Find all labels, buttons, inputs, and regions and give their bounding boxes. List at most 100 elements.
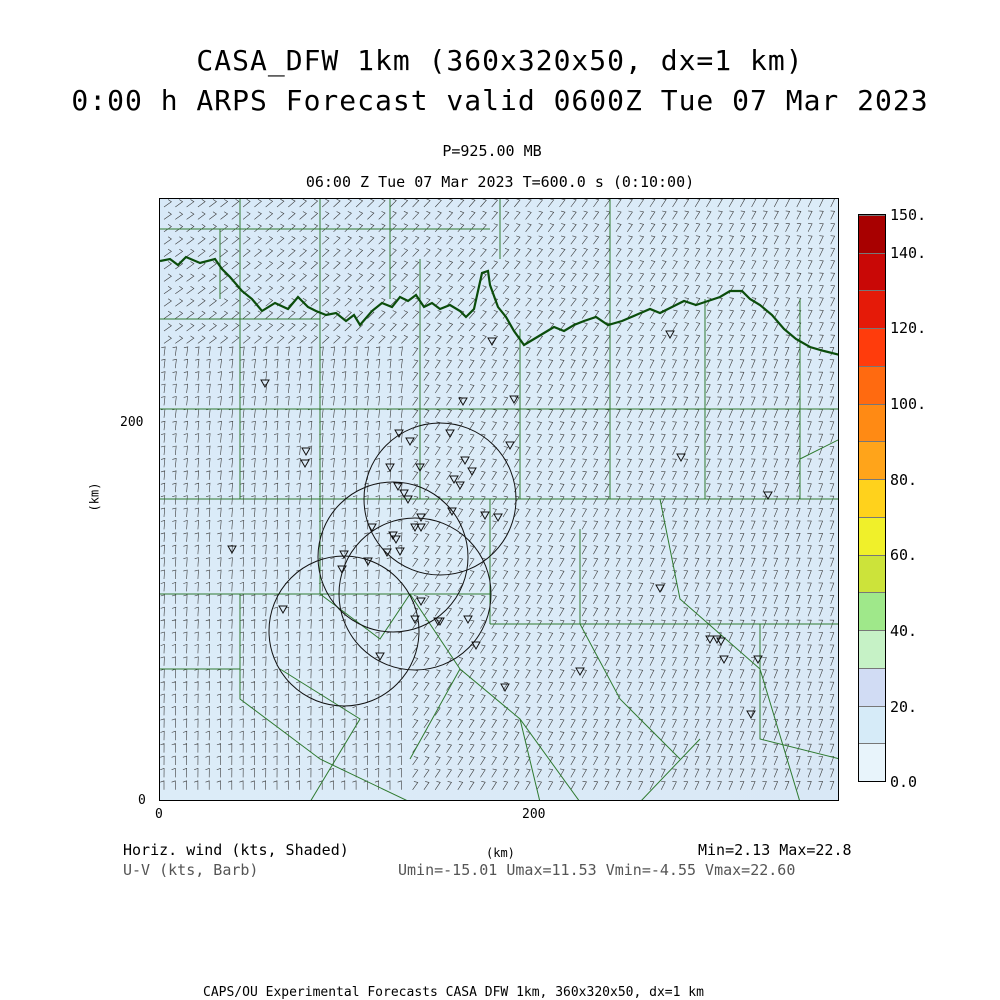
colorbar-segment <box>859 365 885 404</box>
station-marker <box>487 337 497 347</box>
station-marker <box>505 441 515 451</box>
station-marker <box>449 475 459 485</box>
station-marker <box>467 467 477 477</box>
county-line <box>659 498 800 800</box>
station-marker <box>655 584 665 594</box>
station-marker <box>575 667 585 677</box>
colorbar-label: 0.0 <box>890 773 918 791</box>
y-axis-label: (km) <box>87 482 102 512</box>
station-marker <box>278 605 288 615</box>
colorbar-label: 40. <box>890 622 918 640</box>
station-marker <box>509 395 519 405</box>
legend-barb: U-V (kts, Barb) <box>123 861 259 879</box>
colorbar-label: 100. <box>890 395 927 413</box>
radar-range-ring <box>338 517 492 671</box>
colorbar-segment <box>859 554 885 593</box>
station-marker <box>716 637 726 647</box>
radar-rings <box>268 422 517 707</box>
station-marker <box>410 523 420 533</box>
station-marker <box>382 548 392 558</box>
station-marker <box>480 511 490 521</box>
station-marker <box>416 523 426 533</box>
colorbar-label: 60. <box>890 546 918 564</box>
colorbar <box>858 214 886 782</box>
y-tick-label: 0 <box>138 793 146 808</box>
min-max-stats: Min=2.13 Max=22.8 <box>698 841 852 859</box>
map-background <box>160 199 838 800</box>
colorbar-segment <box>859 479 885 517</box>
plot-title-line1: CASA_DFW 1km (360x320x50, dx=1 km) <box>196 44 804 77</box>
station-marker <box>753 655 763 665</box>
county-line <box>799 439 838 460</box>
valid-time: 06:00 Z Tue 07 Mar 2023 T=600.0 s (0:10:… <box>305 173 695 191</box>
x-tick-label: 0 <box>155 807 163 822</box>
colorbar-segment <box>859 290 885 329</box>
county-line <box>641 738 701 800</box>
state-border <box>160 255 838 356</box>
station-marker <box>363 557 373 567</box>
station-marker <box>339 550 349 560</box>
station-marker <box>395 547 405 557</box>
legend-shaded: Horiz. wind (kts, Shaded) <box>123 841 349 859</box>
colorbar-segment <box>859 516 885 555</box>
radar-range-ring <box>317 481 469 633</box>
colorbar-segment <box>859 215 885 253</box>
colorbar-segment <box>859 441 885 480</box>
station-marker <box>493 513 503 523</box>
x-axis-label: (km) <box>486 846 515 860</box>
wind-barb-field <box>160 199 836 790</box>
map-canvas <box>160 199 838 800</box>
wind-barbs <box>160 199 836 790</box>
colorbar-segment <box>859 592 885 631</box>
pressure-level: P=925.00 MB <box>442 142 542 160</box>
station-marker <box>416 597 426 607</box>
station-marker <box>471 641 481 651</box>
colorbar-label: 120. <box>890 319 927 337</box>
station-marker <box>394 429 404 439</box>
station-marker <box>676 453 686 463</box>
wind-map <box>159 198 839 801</box>
station-marker <box>367 523 377 533</box>
colorbar-segment <box>859 630 885 668</box>
colorbar-segment <box>859 705 885 744</box>
county-lines <box>160 199 838 800</box>
uv-stats: Umin=-15.01 Umax=11.53 Vmin=-4.55 Vmax=2… <box>398 861 796 879</box>
station-marker <box>301 447 311 457</box>
colorbar-label: 80. <box>890 471 918 489</box>
station-marker <box>665 330 675 340</box>
radar-range-ring <box>268 555 420 707</box>
station-marker <box>458 397 468 407</box>
station-marker <box>300 459 310 469</box>
station-marker <box>403 495 413 505</box>
station-marker <box>746 710 756 720</box>
station-marker <box>719 655 729 665</box>
colorbar-segment <box>859 743 885 781</box>
colorbar-label: 20. <box>890 698 918 716</box>
station-marker <box>416 513 426 523</box>
station-markers <box>227 330 773 720</box>
station-marker <box>455 481 465 491</box>
station-marker <box>405 437 415 447</box>
county-line <box>519 718 541 800</box>
station-marker <box>399 489 409 499</box>
station-marker <box>447 507 457 517</box>
county-line <box>239 594 407 800</box>
colorbar-segment <box>859 328 885 366</box>
station-marker <box>415 463 425 473</box>
station-marker <box>463 615 473 625</box>
x-tick-label: 200 <box>522 807 546 822</box>
station-marker <box>227 545 237 555</box>
radar-range-ring <box>363 422 517 576</box>
station-marker <box>763 491 773 501</box>
colorbar-segment <box>859 252 885 291</box>
plot-title-line2: 0:00 h ARPS Forecast valid 0600Z Tue 07 … <box>71 84 929 117</box>
station-marker <box>375 652 385 662</box>
station-marker <box>391 535 401 545</box>
colorbar-segment <box>859 403 885 442</box>
station-marker <box>712 635 722 645</box>
station-marker <box>460 456 470 466</box>
station-marker <box>393 482 403 492</box>
county-line <box>759 624 838 760</box>
footer-credit: CAPS/OU Experimental Forecasts CASA DFW … <box>203 985 704 1000</box>
station-marker <box>410 615 420 625</box>
